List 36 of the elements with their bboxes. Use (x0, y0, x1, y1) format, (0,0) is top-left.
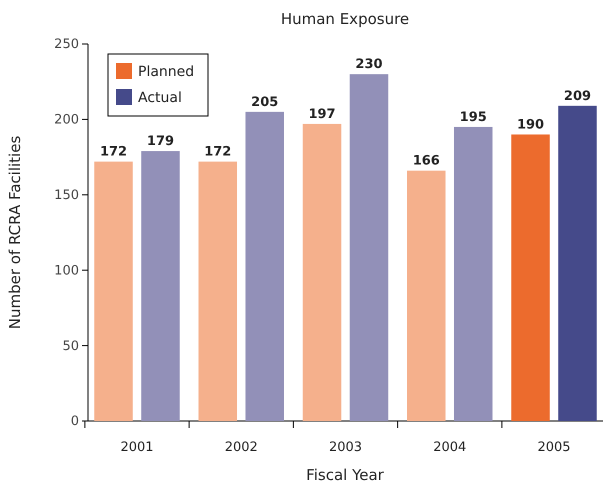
data-label: 190 (516, 117, 544, 132)
x-tick-label: 2001 (120, 440, 154, 455)
bar (94, 162, 133, 421)
bar (302, 124, 342, 421)
x-tick-label: 2002 (224, 440, 258, 455)
x-axis-title: Fiscal Year (306, 466, 385, 484)
data-label: 166 (412, 154, 440, 169)
bar (350, 74, 388, 421)
y-tick-label: 200 (54, 112, 79, 128)
legend-label: Planned (138, 64, 194, 80)
bar (558, 106, 597, 421)
x-tick-label: 2005 (537, 440, 571, 455)
data-label: 197 (308, 106, 336, 122)
data-label: 195 (460, 110, 487, 125)
y-tick-label: 100 (54, 263, 79, 278)
y-tick-label: 0 (70, 414, 79, 430)
bar (407, 170, 446, 421)
chart-title: Human Exposure (280, 10, 410, 28)
data-label: 172 (204, 144, 232, 160)
data-label: 230 (355, 57, 383, 72)
bar (141, 151, 180, 421)
bar (511, 134, 550, 421)
data-label: 179 (146, 134, 174, 150)
x-tick-label: 2003 (328, 440, 362, 455)
y-tick-label: 150 (54, 188, 79, 203)
data-label: 205 (251, 94, 278, 110)
x-tick-label: 2004 (433, 440, 466, 455)
data-label: 209 (564, 88, 592, 104)
bar (245, 112, 284, 421)
legend-label: Actual (138, 90, 182, 106)
y-axis-title: Number of RCRA Facilities (6, 136, 24, 330)
y-tick-label: 50 (62, 338, 79, 354)
bar (198, 162, 238, 421)
data-label: 172 (100, 144, 128, 160)
bar (454, 126, 492, 421)
y-tick-label: 250 (54, 37, 79, 52)
